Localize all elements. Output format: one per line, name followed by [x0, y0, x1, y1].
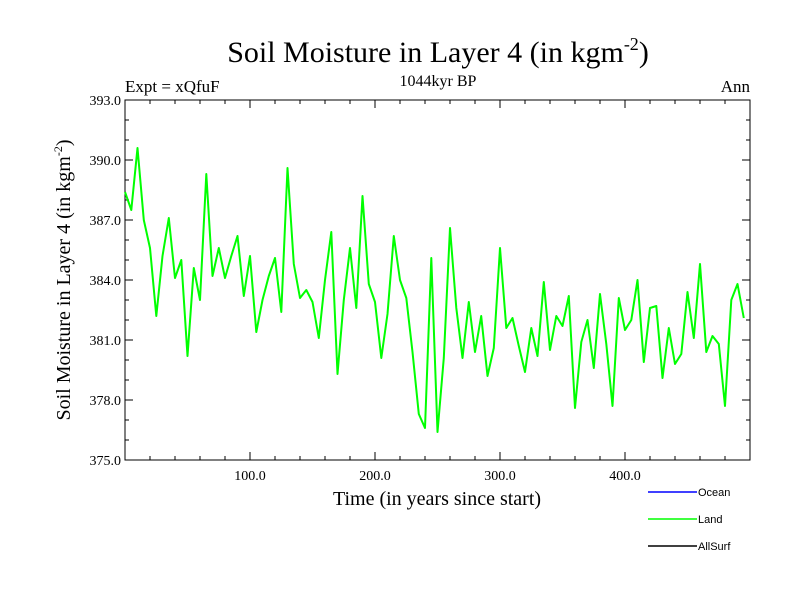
- season-label: Ann: [721, 77, 751, 96]
- experiment-label: Expt = xQfuF: [125, 77, 220, 96]
- chart-title-close: ): [639, 36, 649, 69]
- chart-title-main: Soil Moisture in Layer 4 (in kgm: [227, 36, 624, 69]
- y-tick-label: 375.0: [90, 454, 122, 469]
- x-tick-label: 100.0: [234, 469, 266, 484]
- y-tick-label: 390.0: [90, 154, 122, 169]
- legend-label: AllSurf: [698, 541, 731, 553]
- x-tick-labels: 100.0 200.0 300.0 400.0: [234, 469, 641, 484]
- axis-ticks: [125, 99, 750, 461]
- legend-label: Ocean: [698, 487, 730, 499]
- y-tick-label: 387.0: [90, 214, 122, 229]
- x-tick-label: 400.0: [609, 469, 641, 484]
- y-axis-label: Soil Moisture in Layer 4 (in kgm-2): [51, 139, 75, 420]
- y-tick-label: 393.0: [90, 94, 122, 109]
- y-tick-label: 378.0: [90, 394, 122, 409]
- y-tick-label: 381.0: [90, 334, 122, 349]
- chart-title: Soil Moisture in Layer 4 (in kgm-2): [227, 34, 649, 69]
- y-axis-label-main: Soil Moisture in Layer 4 (in kgm: [53, 156, 75, 421]
- y-axis-label-close: ): [53, 139, 75, 146]
- chart-title-superscript: -2: [624, 34, 639, 54]
- x-tick-label: 300.0: [484, 469, 516, 484]
- y-tick-labels: 375.0 378.0 381.0 384.0 387.0 390.0 393.0: [90, 94, 122, 469]
- x-tick-label: 200.0: [359, 469, 391, 484]
- series-line-land: [124, 147, 745, 433]
- legend-label: Land: [698, 514, 722, 526]
- chart-subtitle: 1044kyr BP: [400, 73, 477, 90]
- legend: Ocean Land AllSurf: [648, 487, 731, 553]
- y-tick-label: 384.0: [90, 274, 122, 289]
- x-axis-label: Time (in years since start): [333, 488, 541, 510]
- y-axis-label-superscript: -2: [51, 146, 65, 156]
